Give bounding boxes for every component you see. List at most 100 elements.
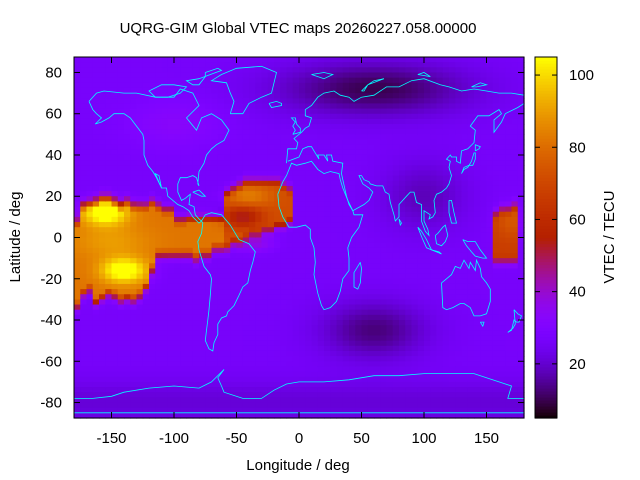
heatmap-cell [261,227,269,233]
heatmap-cell [105,247,113,254]
heatmap-cell [249,165,256,172]
heatmap-cell [117,366,125,373]
heatmap-cell [430,376,438,383]
heatmap-cell [74,180,81,187]
heatmap-cell [292,392,300,398]
heatmap-cell [230,77,238,84]
heatmap-cell [99,191,106,197]
heatmap-cell [342,72,350,79]
heatmap-cell [230,340,238,347]
heatmap-cell [142,252,150,259]
heatmap-cell [74,201,81,208]
heatmap-cell [286,108,294,115]
heatmap-cell [399,247,406,254]
heatmap-cell [374,175,381,182]
heatmap-cell [180,103,188,110]
heatmap-cell [474,227,481,233]
heatmap-cell [424,154,431,161]
heatmap-cell [255,175,263,182]
heatmap-cell [380,118,388,125]
heatmap-cell [236,216,244,223]
heatmap-cell [455,309,463,316]
heatmap-cell [192,278,200,285]
heatmap-cell [342,185,350,192]
heatmap-cell [111,211,119,218]
heatmap-cell [286,149,294,156]
heatmap-cell [236,67,244,74]
heatmap-cell [292,77,300,84]
heatmap-cell [399,289,406,295]
heatmap-cell [305,222,313,228]
heatmap-cell [261,340,269,347]
heatmap-cell [255,387,263,393]
heatmap-cell [249,407,256,414]
heatmap-cell [142,118,150,125]
heatmap-cell [349,170,356,177]
heatmap-cell [230,335,238,342]
heatmap-cell [386,160,394,166]
heatmap-cell [299,278,306,285]
heatmap-cell [92,320,100,326]
heatmap-cell [105,387,113,393]
heatmap-cell [405,175,413,182]
heatmap-cell [380,268,388,275]
heatmap-cell [361,294,369,300]
heatmap-cell [261,381,269,388]
heatmap-cell [180,175,188,182]
heatmap-cell [449,294,456,300]
heatmap-cell [86,366,94,373]
heatmap-cell [467,325,475,331]
heatmap-cell [392,371,400,378]
heatmap-cell [299,361,306,368]
heatmap-cell [74,170,81,177]
heatmap-cell [455,345,463,352]
heatmap-cell [86,185,94,192]
heatmap-cell [336,407,344,414]
heatmap-cell [180,289,188,295]
heatmap-cell [92,129,100,135]
heatmap-cell [317,211,325,218]
heatmap-cell [511,129,519,135]
heatmap-cell [399,356,406,362]
heatmap-cell [186,335,194,342]
heatmap-cell [161,304,169,311]
heatmap-cell [486,82,494,89]
heatmap-cell [511,227,519,233]
heatmap-cell [167,397,175,404]
heatmap-cell [330,242,338,249]
heatmap-cell [449,273,456,280]
heatmap-cell [161,206,169,213]
heatmap-cell [511,268,519,275]
heatmap-cell [436,144,444,151]
heatmap-cell [430,299,438,306]
heatmap-cell [211,309,219,316]
heatmap-cell [242,314,250,321]
heatmap-cell [511,124,519,130]
heatmap-cell [124,62,131,68]
heatmap-cell [324,366,331,373]
heatmap-cell [242,345,250,352]
heatmap-cell [499,124,506,130]
heatmap-cell [511,160,519,166]
heatmap-cell [317,320,325,326]
heatmap-cell [80,98,88,105]
heatmap-cell [399,108,406,115]
heatmap-cell [130,247,138,254]
heatmap-cell [211,103,219,110]
heatmap-cell [461,412,469,419]
heatmap-cell [217,118,225,125]
heatmap-cell [305,191,313,197]
heatmap-cell [361,191,369,197]
heatmap-cell [492,206,500,213]
heatmap-cell [411,237,419,244]
heatmap-cell [199,273,206,280]
heatmap-cell [355,242,363,249]
heatmap-cell [211,340,219,347]
heatmap-cell [355,201,363,208]
heatmap-cell [342,237,350,244]
heatmap-cell [392,299,400,306]
heatmap-cell [180,387,188,393]
heatmap-cell [417,345,425,352]
heatmap-cell [342,397,350,404]
heatmap-cell [105,330,113,337]
